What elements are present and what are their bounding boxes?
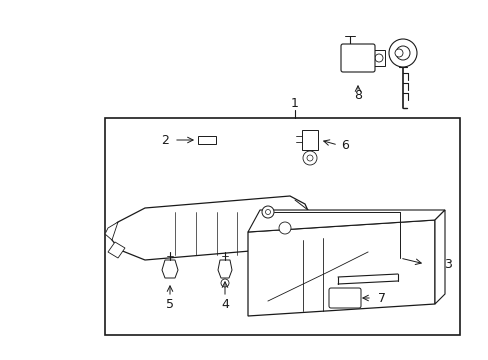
Polygon shape xyxy=(105,222,118,240)
Circle shape xyxy=(353,55,359,61)
Text: 1: 1 xyxy=(290,96,298,109)
Text: 5: 5 xyxy=(165,298,174,311)
Polygon shape xyxy=(247,220,434,316)
Text: 8: 8 xyxy=(353,89,361,102)
Circle shape xyxy=(303,151,316,165)
Polygon shape xyxy=(218,260,231,278)
Bar xyxy=(105,118,459,335)
Circle shape xyxy=(388,39,416,67)
Circle shape xyxy=(265,210,270,215)
Circle shape xyxy=(279,222,290,234)
Polygon shape xyxy=(302,130,317,150)
Polygon shape xyxy=(162,260,178,278)
Polygon shape xyxy=(372,50,384,66)
Polygon shape xyxy=(108,242,125,258)
Circle shape xyxy=(349,51,363,65)
Circle shape xyxy=(221,279,228,287)
Text: 4: 4 xyxy=(221,298,228,311)
Text: 6: 6 xyxy=(340,139,348,152)
Circle shape xyxy=(262,206,273,218)
FancyBboxPatch shape xyxy=(328,288,360,308)
Polygon shape xyxy=(434,210,444,304)
Circle shape xyxy=(306,155,312,161)
Text: 7: 7 xyxy=(377,292,385,305)
Text: 2: 2 xyxy=(161,134,168,147)
Polygon shape xyxy=(247,210,444,232)
Circle shape xyxy=(395,46,409,60)
Polygon shape xyxy=(198,136,216,144)
Text: 3: 3 xyxy=(443,257,451,270)
Circle shape xyxy=(394,49,402,57)
FancyBboxPatch shape xyxy=(340,44,374,72)
Circle shape xyxy=(374,54,382,62)
Polygon shape xyxy=(108,196,309,260)
